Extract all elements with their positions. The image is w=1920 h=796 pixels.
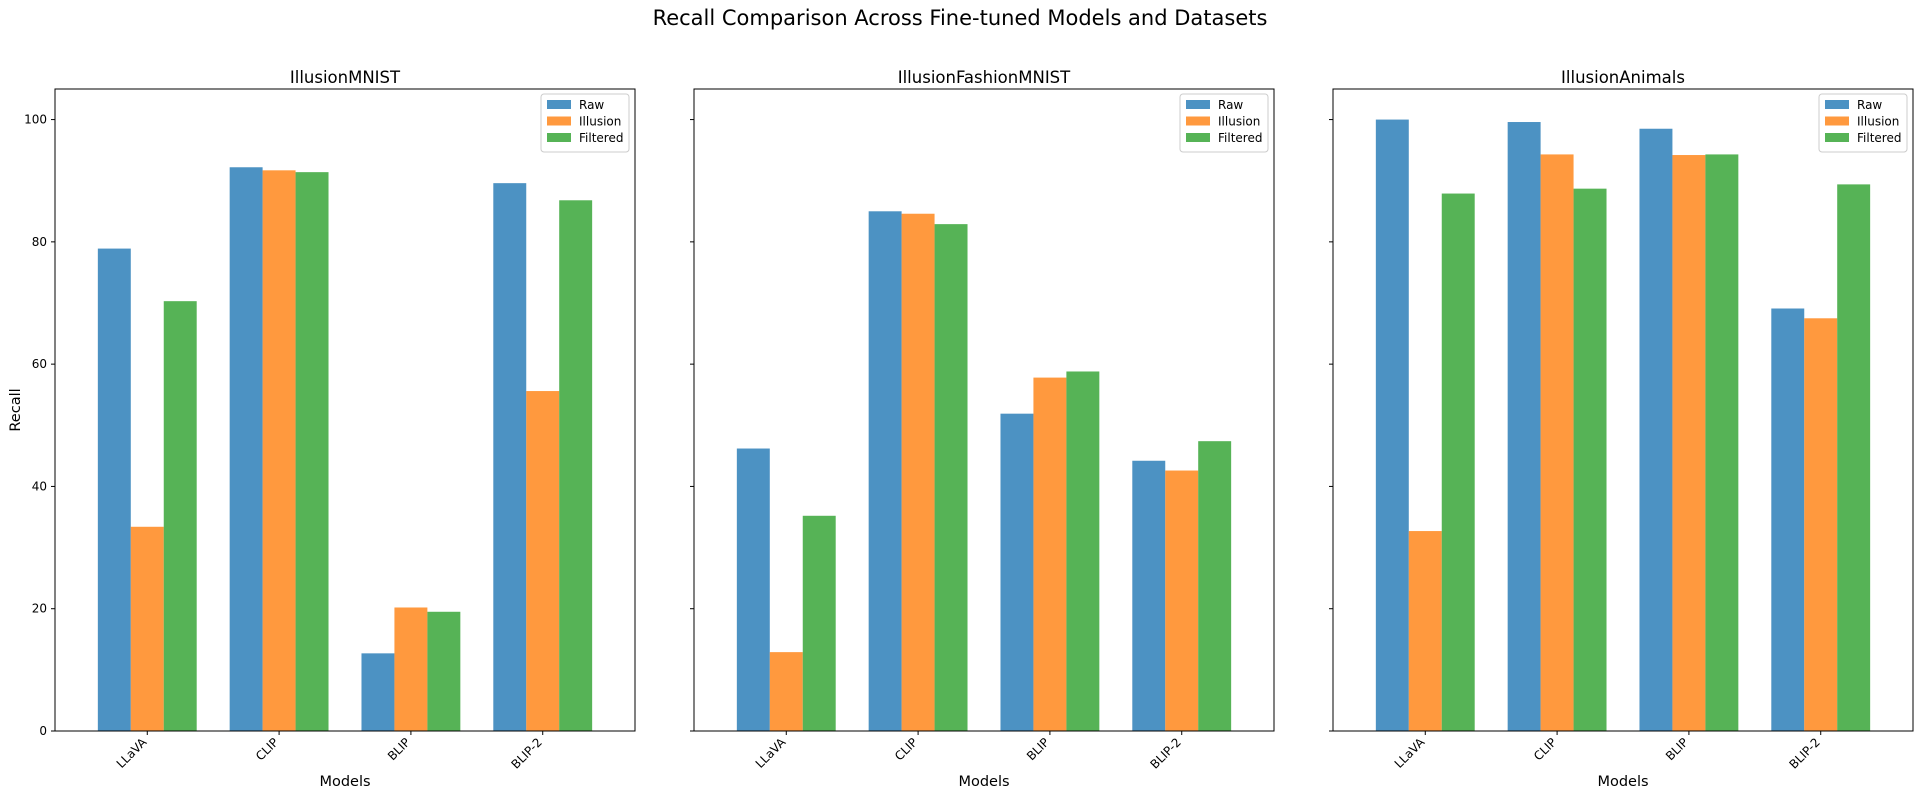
axes-frame — [693, 88, 1275, 732]
bar-illusion-blip-2 — [1804, 318, 1838, 731]
legend-swatch-raw — [1186, 100, 1210, 109]
legend-label-raw: Raw — [579, 98, 604, 112]
y-tick-label: 80 — [32, 235, 47, 249]
bar-raw-clip — [868, 211, 902, 732]
legend-label-filtered: Filtered — [1857, 131, 1901, 145]
bar-raw-llava — [97, 248, 131, 731]
bar-illusion-blip — [1033, 377, 1067, 731]
x-tick-label: LLaVA — [1392, 735, 1428, 771]
x-tick-label: BLIP — [1663, 735, 1691, 763]
bar-raw-blip — [1000, 413, 1034, 731]
bar-filtered-blip-2 — [1837, 184, 1871, 731]
bar-raw-llava — [736, 448, 770, 731]
bar-raw-blip — [1639, 128, 1673, 732]
bar-illusion-blip-2 — [1165, 470, 1199, 731]
x-tick-label: BLIP-2 — [1786, 735, 1822, 771]
subplot-title: IllusionAnimals — [1561, 68, 1685, 87]
x-tick-label: CLIP — [892, 735, 920, 763]
bar-illusion-llava — [769, 652, 803, 731]
y-tick-label: 60 — [32, 357, 47, 371]
subplot-title: IllusionFashionMNIST — [898, 68, 1071, 87]
chart-panel-2: LLaVA CLIP BLIP BLIP-2 IllusionAnimals Models… — [1329, 68, 1914, 790]
legend: Raw Illusion Filtered — [1818, 93, 1908, 153]
x-tick-label: CLIP — [253, 735, 281, 763]
x-axis-label: Models — [1597, 774, 1648, 790]
x-tick-label: BLIP-2 — [508, 735, 544, 771]
bar-raw-clip — [229, 167, 263, 731]
bar-filtered-blip-2 — [559, 200, 593, 731]
legend-label-illusion: Illusion — [1218, 115, 1260, 129]
bar-filtered-llava — [802, 515, 836, 731]
x-tick-label: CLIP — [1531, 735, 1559, 763]
legend-swatch-illusion — [1186, 116, 1210, 126]
bar-illusion-llava — [130, 526, 164, 731]
bar-filtered-llava — [163, 301, 197, 731]
bar-raw-llava — [1375, 119, 1409, 731]
y-axis-label: Recall — [8, 388, 24, 431]
legend-swatch-filtered — [547, 133, 571, 142]
bar-filtered-blip — [1066, 371, 1100, 731]
y-tick-label: 40 — [32, 479, 47, 493]
bar-filtered-llava — [1441, 193, 1475, 732]
legend-swatch-filtered — [1186, 133, 1210, 142]
legend: Raw Illusion Filtered — [540, 93, 630, 153]
figure-title: Recall Comparison Across Fine-tuned Mode… — [653, 6, 1268, 30]
legend-label-illusion: Illusion — [1857, 115, 1899, 129]
bar-illusion-blip-2 — [526, 391, 560, 731]
bar-illusion-clip — [901, 213, 935, 732]
legend-swatch-filtered — [1825, 133, 1849, 142]
x-axis-label: Models — [319, 774, 370, 790]
bar-illusion-clip — [262, 170, 296, 731]
bar-illusion-llava — [1408, 531, 1442, 731]
bar-filtered-blip — [1705, 154, 1739, 732]
legend-label-filtered: Filtered — [579, 131, 623, 145]
bar-illusion-blip — [1672, 155, 1706, 731]
bar-filtered-clip — [295, 172, 329, 731]
legend-swatch-illusion — [547, 116, 571, 126]
bar-raw-clip — [1507, 122, 1541, 731]
legend: Raw Illusion Filtered — [1179, 93, 1269, 153]
y-tick-label: 0 — [39, 724, 47, 738]
legend-label-illusion: Illusion — [579, 115, 621, 129]
legend-label-raw: Raw — [1857, 98, 1882, 112]
x-tick-label: BLIP — [385, 735, 413, 763]
x-tick-label: BLIP — [1024, 735, 1052, 763]
legend-label-filtered: Filtered — [1218, 131, 1262, 145]
legend-label-raw: Raw — [1218, 98, 1243, 112]
bar-filtered-clip — [1573, 188, 1607, 731]
y-tick-label: 100 — [24, 113, 47, 127]
x-axis-label: Models — [958, 774, 1009, 790]
bar-illusion-clip — [1540, 154, 1574, 732]
bar-filtered-blip-2 — [1198, 441, 1232, 731]
legend-swatch-illusion — [1825, 116, 1849, 126]
bar-raw-blip-2 — [1771, 308, 1805, 731]
bar-raw-blip-2 — [493, 183, 527, 731]
axes-frame — [54, 88, 636, 732]
subplot-title: IllusionMNIST — [290, 68, 401, 87]
x-tick-label: BLIP-2 — [1147, 735, 1183, 771]
bar-illusion-blip — [394, 607, 428, 731]
bar-raw-blip-2 — [1132, 460, 1166, 731]
y-tick-label: 20 — [32, 602, 47, 616]
x-tick-label: LLaVA — [753, 735, 789, 771]
x-tick-label: LLaVA — [114, 735, 150, 771]
bar-filtered-blip — [427, 611, 461, 731]
chart-panel-1: LLaVA CLIP BLIP BLIP-2 IllusionFashionMNIST M… — [690, 68, 1275, 790]
axes-frame — [1332, 88, 1914, 732]
bar-raw-blip — [361, 653, 395, 731]
legend-swatch-raw — [547, 100, 571, 109]
legend-swatch-raw — [1825, 100, 1849, 109]
bar-filtered-clip — [934, 224, 968, 731]
